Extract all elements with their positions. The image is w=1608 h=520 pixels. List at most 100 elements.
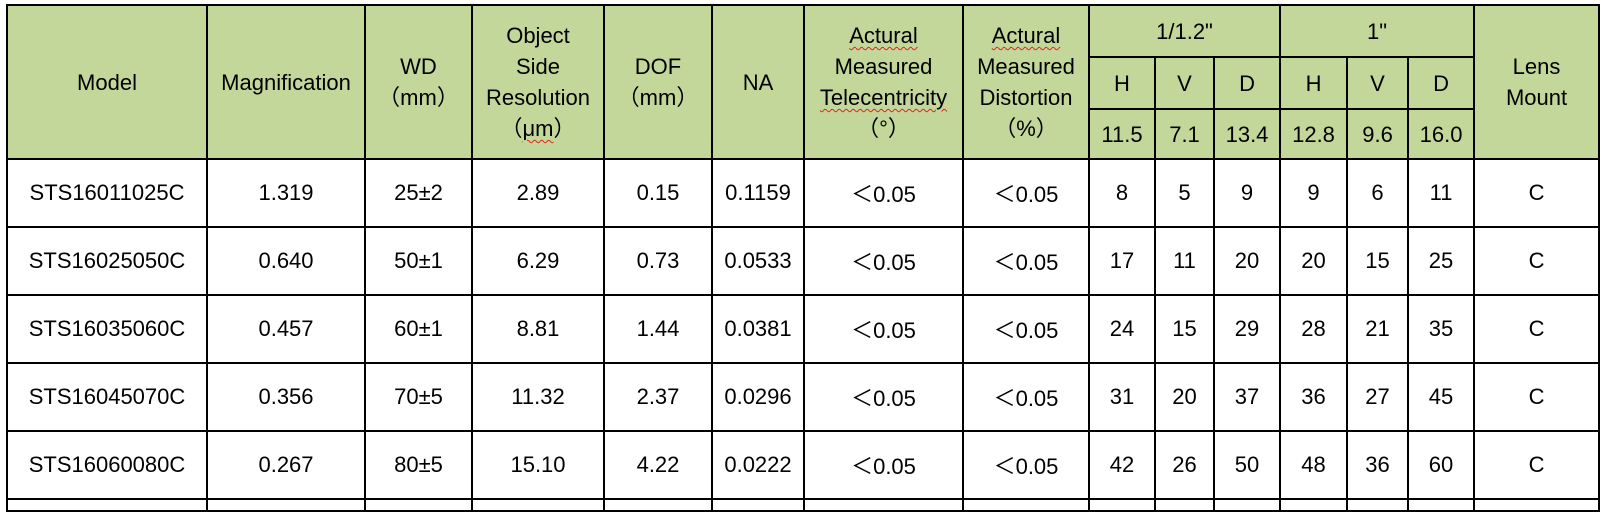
cell-sensor-a-v: 26 <box>1154 430 1215 500</box>
cell-sensor-a-h: 24 <box>1088 294 1156 364</box>
cell-empty <box>364 498 473 512</box>
table-row: STS16035060C 0.457 60±1 8.81 1.44 0.0381 ＜0.05… <box>6 294 1601 364</box>
cell-magnification: 0.356 <box>206 362 366 432</box>
sensor-a-d-value: 13.4 <box>1212 108 1282 160</box>
cell-wd: 70±5 <box>364 362 473 432</box>
sensor-a-v-value: 7.1 <box>1154 108 1215 160</box>
cell-magnification: 0.640 <box>206 226 366 296</box>
cell-sensor-a-h: 17 <box>1088 226 1156 296</box>
sensor-a-v-header: V <box>1154 56 1215 110</box>
sensor-b-d-value: 16.0 <box>1407 108 1476 160</box>
cell-sensor-b-v: 21 <box>1346 294 1410 364</box>
col-header-telecentricity: Actural Measured Telecentricity （°） <box>803 4 964 160</box>
cell-empty <box>962 498 1090 512</box>
table-body: STS16011025C 1.319 25±2 2.89 0.15 0.1159 ＜0.05… <box>6 158 1601 512</box>
cell-sensor-a-v: 15 <box>1154 294 1215 364</box>
cell-sensor-b-h: 9 <box>1279 158 1349 228</box>
cell-lens-mount: C <box>1473 362 1601 432</box>
lens-spec-table: Model Magnification WD （mm） Object Side R… <box>6 4 1601 512</box>
cell-resolution: 6.29 <box>471 226 605 296</box>
table-row: STS16011025C 1.319 25±2 2.89 0.15 0.1159 ＜0.05… <box>6 158 1601 228</box>
cell-model: STS16035060C <box>6 294 208 364</box>
sensor-b-h-value: 12.8 <box>1279 108 1349 160</box>
sensor-b-v-header: V <box>1346 56 1410 110</box>
cell-sensor-b-v: 27 <box>1346 362 1410 432</box>
cell-sensor-b-h: 36 <box>1279 362 1349 432</box>
cell-empty <box>6 498 208 512</box>
cell-na: 0.0296 <box>711 362 805 432</box>
table-row: STS16045070C 0.356 70±5 11.32 2.37 0.0296 ＜0.0… <box>6 362 1601 432</box>
cell-resolution: 8.81 <box>471 294 605 364</box>
cell-sensor-b-d: 11 <box>1407 158 1476 228</box>
sensor-a-d-header: D <box>1212 56 1282 110</box>
cell-telecentricity: ＜0.05 <box>803 362 964 432</box>
cell-empty <box>1088 498 1156 512</box>
cell-sensor-a-v: 5 <box>1154 158 1215 228</box>
cell-telecentricity: ＜0.05 <box>803 158 964 228</box>
table-row: STS16025050C 0.640 50±1 6.29 0.73 0.0533 ＜0.05… <box>6 226 1601 296</box>
cell-sensor-b-h: 28 <box>1279 294 1349 364</box>
cell-wd: 50±1 <box>364 226 473 296</box>
cell-empty <box>1473 498 1601 512</box>
col-group-sensor-1-1-2: 1/1.2" <box>1087 4 1282 58</box>
cell-distortion: ＜0.05 <box>962 294 1090 364</box>
cell-empty <box>471 498 605 512</box>
cell-empty <box>603 498 713 512</box>
sensor-b-d-header: D <box>1407 56 1476 110</box>
cell-wd: 60±1 <box>364 294 473 364</box>
cell-model: STS16060080C <box>6 430 208 500</box>
cell-na: 0.0381 <box>711 294 805 364</box>
cell-sensor-a-d: 20 <box>1212 226 1282 296</box>
cell-dof: 2.37 <box>603 362 713 432</box>
cell-model: STS16025050C <box>6 226 208 296</box>
cell-resolution: 15.10 <box>471 430 605 500</box>
cell-sensor-a-v: 11 <box>1154 226 1215 296</box>
cell-sensor-b-d: 25 <box>1407 226 1476 296</box>
cell-sensor-a-d: 29 <box>1212 294 1282 364</box>
col-header-magnification: Magnification <box>206 4 366 160</box>
cell-telecentricity: ＜0.05 <box>803 294 964 364</box>
cell-sensor-a-h: 8 <box>1088 158 1156 228</box>
sensor-a-h-value: 11.5 <box>1088 108 1156 160</box>
cell-sensor-a-d: 50 <box>1212 430 1282 500</box>
cell-empty <box>1279 498 1349 512</box>
cell-magnification: 0.457 <box>206 294 366 364</box>
cell-na: 0.0222 <box>711 430 805 500</box>
col-header-wd: WD （mm） <box>364 4 473 160</box>
cell-empty <box>711 498 805 512</box>
cell-wd: 25±2 <box>364 158 473 228</box>
cell-distortion: ＜0.05 <box>962 430 1090 500</box>
cell-empty <box>206 498 366 512</box>
cell-lens-mount: C <box>1473 226 1601 296</box>
col-header-na: NA <box>711 4 805 160</box>
cell-distortion: ＜0.05 <box>962 158 1090 228</box>
cell-sensor-a-h: 31 <box>1088 362 1156 432</box>
col-header-model: Model <box>6 4 208 160</box>
col-header-dof: DOF （mm） <box>603 4 713 160</box>
cell-empty <box>1346 498 1410 512</box>
cell-lens-mount: C <box>1473 158 1601 228</box>
cell-sensor-b-v: 6 <box>1346 158 1410 228</box>
cell-empty <box>1407 498 1476 512</box>
cell-dof: 0.73 <box>603 226 713 296</box>
table-row: STS16060080C 0.267 80±5 15.10 4.22 0.0222 ＜0.0… <box>6 430 1601 500</box>
col-header-resolution: Object Side Resolution （μm） <box>471 4 605 160</box>
cell-lens-mount: C <box>1473 294 1601 364</box>
col-header-distortion: Actural Measured Distortion （%） <box>962 4 1090 160</box>
cell-resolution: 11.32 <box>471 362 605 432</box>
cell-na: 0.0533 <box>711 226 805 296</box>
cell-wd: 80±5 <box>364 430 473 500</box>
col-header-lens-mount: Lens Mount <box>1473 4 1601 160</box>
cell-model: STS16011025C <box>6 158 208 228</box>
cell-magnification: 0.267 <box>206 430 366 500</box>
cell-dof: 4.22 <box>603 430 713 500</box>
cell-magnification: 1.319 <box>206 158 366 228</box>
cell-lens-mount: C <box>1473 430 1601 500</box>
sensor-a-h-header: H <box>1088 56 1156 110</box>
cell-dof: 0.15 <box>603 158 713 228</box>
cell-empty <box>1212 498 1282 512</box>
cell-sensor-b-h: 48 <box>1279 430 1349 500</box>
cell-sensor-b-d: 45 <box>1407 362 1476 432</box>
sensor-b-h-header: H <box>1279 56 1349 110</box>
cell-empty <box>1154 498 1215 512</box>
